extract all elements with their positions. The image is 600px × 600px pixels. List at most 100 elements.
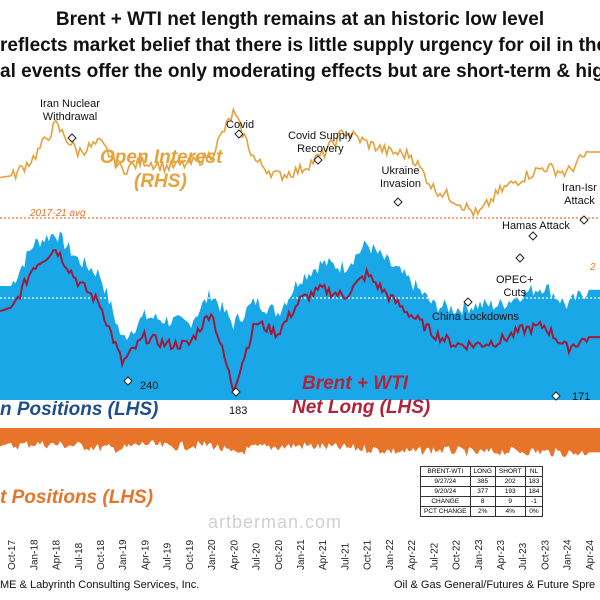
- marker-covid: [234, 129, 244, 139]
- stats-table: BRENT-WTI LONG SHORT NL 9/27/24 385 202 …: [420, 466, 544, 517]
- open-interest-label-1: Open Interest: [100, 147, 223, 168]
- table-cell: -1: [524, 496, 544, 507]
- x-tick-label: Apr-21: [318, 540, 329, 570]
- table-cell: 9/20/24: [420, 486, 471, 497]
- x-tick-label: Oct-20: [274, 540, 285, 570]
- x-tick-label: Apr-19: [140, 540, 151, 570]
- annotation-covid: Covid: [226, 119, 255, 131]
- annotation-opec-l2: Cuts: [503, 287, 527, 299]
- long-positions-label: n Positions (LHS): [0, 399, 159, 420]
- open-interest-line: [0, 106, 600, 218]
- table-cell: 193: [494, 486, 526, 497]
- short-area-group: [0, 428, 600, 458]
- oi-avg-label: 2017-21 avg: [30, 208, 86, 219]
- x-tick-label: Jan-23: [474, 539, 485, 570]
- annotation-low-240: 240: [140, 380, 159, 392]
- x-tick-label: Oct-18: [96, 540, 107, 570]
- x-tick-label: Oct-17: [7, 540, 18, 570]
- long-avg-label: 2017-21 avg: [115, 286, 171, 297]
- open-interest-label-2: (RHS): [134, 171, 187, 192]
- x-tick-label: Jul-22: [429, 542, 440, 570]
- stats-header-cell: SHORT: [494, 466, 526, 477]
- x-tick-label: Oct-23: [540, 540, 551, 570]
- table-cell: 183: [524, 476, 544, 487]
- marker-low-171: [551, 391, 561, 401]
- x-tick-label: Apr-23: [496, 540, 507, 570]
- watermark: artberman.com: [208, 512, 343, 532]
- annotation-opec: OPEC+ Cuts: [496, 274, 534, 300]
- stats-header-cell: NL: [524, 466, 544, 477]
- x-tick-label: Oct-19: [185, 540, 196, 570]
- marker-hamas: [528, 231, 538, 241]
- event-markers-group: [67, 129, 589, 401]
- annotation-iran-nuclear: Iran Nuclear Withdrawal: [40, 98, 100, 124]
- x-tick-label: Jan-20: [207, 539, 218, 570]
- x-tick-group: Oct-17 Jan-18 Apr-18 Jul-18 Oct-18 Jan-19 Apr-…: [7, 539, 596, 570]
- annotation-covid-supply-l2: Recovery: [297, 143, 344, 155]
- table-cell: 202: [494, 476, 526, 487]
- table-row: CHANGE 8 9 -1: [420, 496, 544, 507]
- x-tick-label: Jan-22: [385, 539, 396, 570]
- x-tick-label: Jul-18: [74, 542, 85, 570]
- marker-opec: [515, 253, 525, 263]
- x-tick-label: Apr-24: [585, 540, 596, 570]
- annotation-iran-nuclear-l1: Iran Nuclear: [40, 98, 100, 110]
- marker-iran-israel: [579, 215, 589, 225]
- table-cell: 9: [494, 496, 526, 507]
- title-line-3: al events offer the only moderating effe…: [0, 61, 600, 82]
- table-cell: 2%: [469, 506, 496, 517]
- stats-header-row: BRENT-WTI LONG SHORT NL: [420, 466, 544, 477]
- table-cell: 184: [524, 486, 544, 497]
- title-line-2: reflects market belief that there is lit…: [0, 35, 600, 56]
- x-tick-label: Oct-21: [363, 540, 374, 570]
- net-long-line: [0, 249, 600, 395]
- table-row: 9/20/24 377 193 184: [420, 486, 544, 497]
- x-tick-label: Jul-23: [518, 542, 529, 570]
- annotation-iran-israel: Iran-Isr Attack: [562, 182, 597, 208]
- annotation-ukraine-l1: Ukraine: [381, 165, 420, 177]
- net-long-label-1: Brent + WTI: [302, 373, 409, 394]
- short-positions-label: t Positions (LHS): [0, 487, 154, 508]
- annotation-ukraine-l2: Invasion: [380, 178, 421, 190]
- table-cell: 4%: [494, 506, 526, 517]
- title-line-1: Brent + WTI net length remains at an his…: [55, 9, 545, 30]
- x-tick-label: Jul-20: [252, 542, 263, 570]
- annotation-covid-supply: Covid Supply Recovery: [288, 130, 353, 156]
- marker-iran-nuclear: [67, 133, 77, 143]
- annotation-ukraine: Ukraine Invasion: [380, 165, 421, 191]
- stats-header-cell: LONG: [469, 466, 496, 477]
- x-tick-label: Oct-22: [452, 540, 463, 570]
- table-cell: 8: [469, 496, 496, 507]
- table-cell: PCT CHANGE: [420, 506, 471, 517]
- table-row: PCT CHANGE 2% 4% 0%: [420, 506, 544, 517]
- footer-right: Oil & Gas General/Futures & Future Spre: [394, 579, 596, 591]
- annotation-low-171: 171: [572, 391, 591, 403]
- table-cell: CHANGE: [420, 496, 471, 507]
- annotation-hamas: Hamas Attack: [502, 220, 570, 232]
- x-tick-label: Apr-18: [52, 540, 63, 570]
- long-positions-area: [0, 231, 600, 400]
- stats-header-cell: BRENT-WTI: [420, 466, 471, 477]
- x-tick-label: Jul-19: [163, 542, 174, 570]
- table-row: 9/27/24 385 202 183: [420, 476, 544, 487]
- long-area-group: [0, 231, 600, 400]
- table-cell: 377: [469, 486, 496, 497]
- marker-china: [463, 297, 473, 307]
- annotation-china: China Lockdowns: [432, 311, 519, 323]
- annotation-iran-nuclear-l2: Withdrawal: [42, 111, 98, 123]
- x-tick-label: Apr-22: [407, 540, 418, 570]
- marker-low-183: [231, 387, 241, 397]
- x-tick-label: Jul-21: [340, 542, 351, 570]
- x-tick-label: Jan-21: [296, 539, 307, 570]
- annotation-opec-l1: OPEC+: [496, 274, 534, 286]
- marker-covid-supply: [313, 155, 323, 165]
- avg-lines-group: [0, 217, 600, 299]
- x-tick-label: Jan-24: [563, 539, 574, 570]
- table-cell: 0%: [524, 506, 544, 517]
- net-long-line-group: [0, 249, 600, 395]
- x-tick-label: Apr-20: [229, 540, 240, 570]
- short-positions-area: [0, 428, 600, 458]
- table-cell: 385: [469, 476, 496, 487]
